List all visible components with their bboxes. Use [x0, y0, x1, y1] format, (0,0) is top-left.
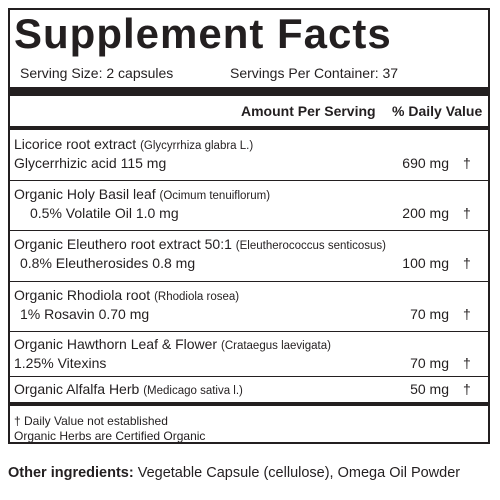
daily-value-dagger: †	[463, 255, 471, 271]
ingredient-subline: 0.8% Eleutherosides 0.8 mg	[20, 255, 196, 271]
ingredient-amount: 70 mg	[410, 306, 449, 322]
ingredient-amount: 100 mg	[402, 255, 449, 271]
panel-title: Supplement Facts	[14, 10, 392, 57]
ingredient-name-line: Organic Alfalfa Herb (Medicago sativa l.…	[14, 382, 243, 398]
ingredient-amount: 70 mg	[410, 355, 449, 371]
scientific-name: (Medicago sativa l.)	[143, 385, 243, 397]
ingredient-name-line: Licorice root extract (Glycyrrhiza glabr…	[14, 137, 253, 153]
ingredient-amount: 50 mg	[410, 381, 449, 397]
scientific-name: (Eleutherococcus senticosus)	[235, 240, 387, 252]
serving-size: Serving Size: 2 capsules	[20, 65, 174, 81]
daily-value-dagger: †	[463, 381, 471, 397]
row-separator	[8, 376, 490, 377]
row-separator	[8, 331, 490, 332]
footnote-organic: Organic Herbs are Certified Organic	[14, 429, 206, 443]
ingredient-name: Organic Holy Basil leaf	[14, 186, 156, 202]
ingredient-name-line: Organic Holy Basil leaf (Ocimum tenuiflo…	[14, 187, 270, 203]
daily-value-header: % Daily Value	[392, 103, 483, 119]
scientific-name: (Ocimum tenuiflorum)	[159, 190, 271, 202]
ingredient-name: Organic Rhodiola root	[14, 287, 151, 303]
daily-value-dagger: †	[463, 205, 471, 221]
daily-value-dagger: †	[463, 355, 471, 371]
thick-divider	[8, 87, 490, 96]
scientific-name: (Rhodiola rosea)	[154, 291, 240, 303]
ingredient-amount: 200 mg	[402, 205, 449, 221]
servings-per-container: Servings Per Container: 37	[230, 65, 399, 81]
ingredient-subline: 1% Rosavin 0.70 mg	[20, 306, 150, 322]
row-separator	[8, 281, 490, 282]
other-ingredients-text: Vegetable Capsule (cellulose), Omega Oil…	[133, 465, 461, 481]
ingredient-name-line: Organic Eleuthero root extract 50:1 (Ele…	[14, 237, 386, 253]
ingredient-name-line: Organic Hawthorn Leaf & Flower (Crataegu…	[14, 337, 331, 353]
supplement-facts-panel	[8, 8, 490, 444]
daily-value-dagger: †	[463, 155, 471, 171]
ingredient-subline: Glycerrhizic acid 115 mg	[14, 155, 167, 171]
scientific-name: (Glycyrrhiza glabra L.)	[140, 140, 254, 152]
row-separator	[8, 180, 490, 181]
row-separator	[8, 230, 490, 231]
ingredient-subline: 0.5% Volatile Oil 1.0 mg	[30, 205, 179, 221]
medium-divider	[8, 126, 490, 130]
other-ingredients: Other ingredients: Vegetable Capsule (ce…	[8, 466, 460, 481]
scientific-name: (Crataegus laevigata)	[220, 340, 331, 352]
other-ingredients-label: Other ingredients:	[8, 465, 134, 481]
ingredient-name: Organic Hawthorn Leaf & Flower	[14, 336, 218, 352]
ingredient-name: Organic Alfalfa Herb	[14, 381, 140, 397]
medium-divider-bottom	[8, 402, 490, 406]
footnote-daily-value: † Daily Value not established	[14, 414, 168, 428]
ingredient-name-line: Organic Rhodiola root (Rhodiola rosea)	[14, 288, 239, 304]
daily-value-dagger: †	[463, 306, 471, 322]
ingredient-name: Licorice root extract	[14, 136, 137, 152]
ingredient-amount: 690 mg	[402, 155, 449, 171]
ingredient-name: Organic Eleuthero root extract 50:1	[14, 236, 232, 252]
amount-per-serving-header: Amount Per Serving	[241, 103, 376, 119]
ingredient-subline: 1.25% Vitexins	[14, 355, 107, 371]
